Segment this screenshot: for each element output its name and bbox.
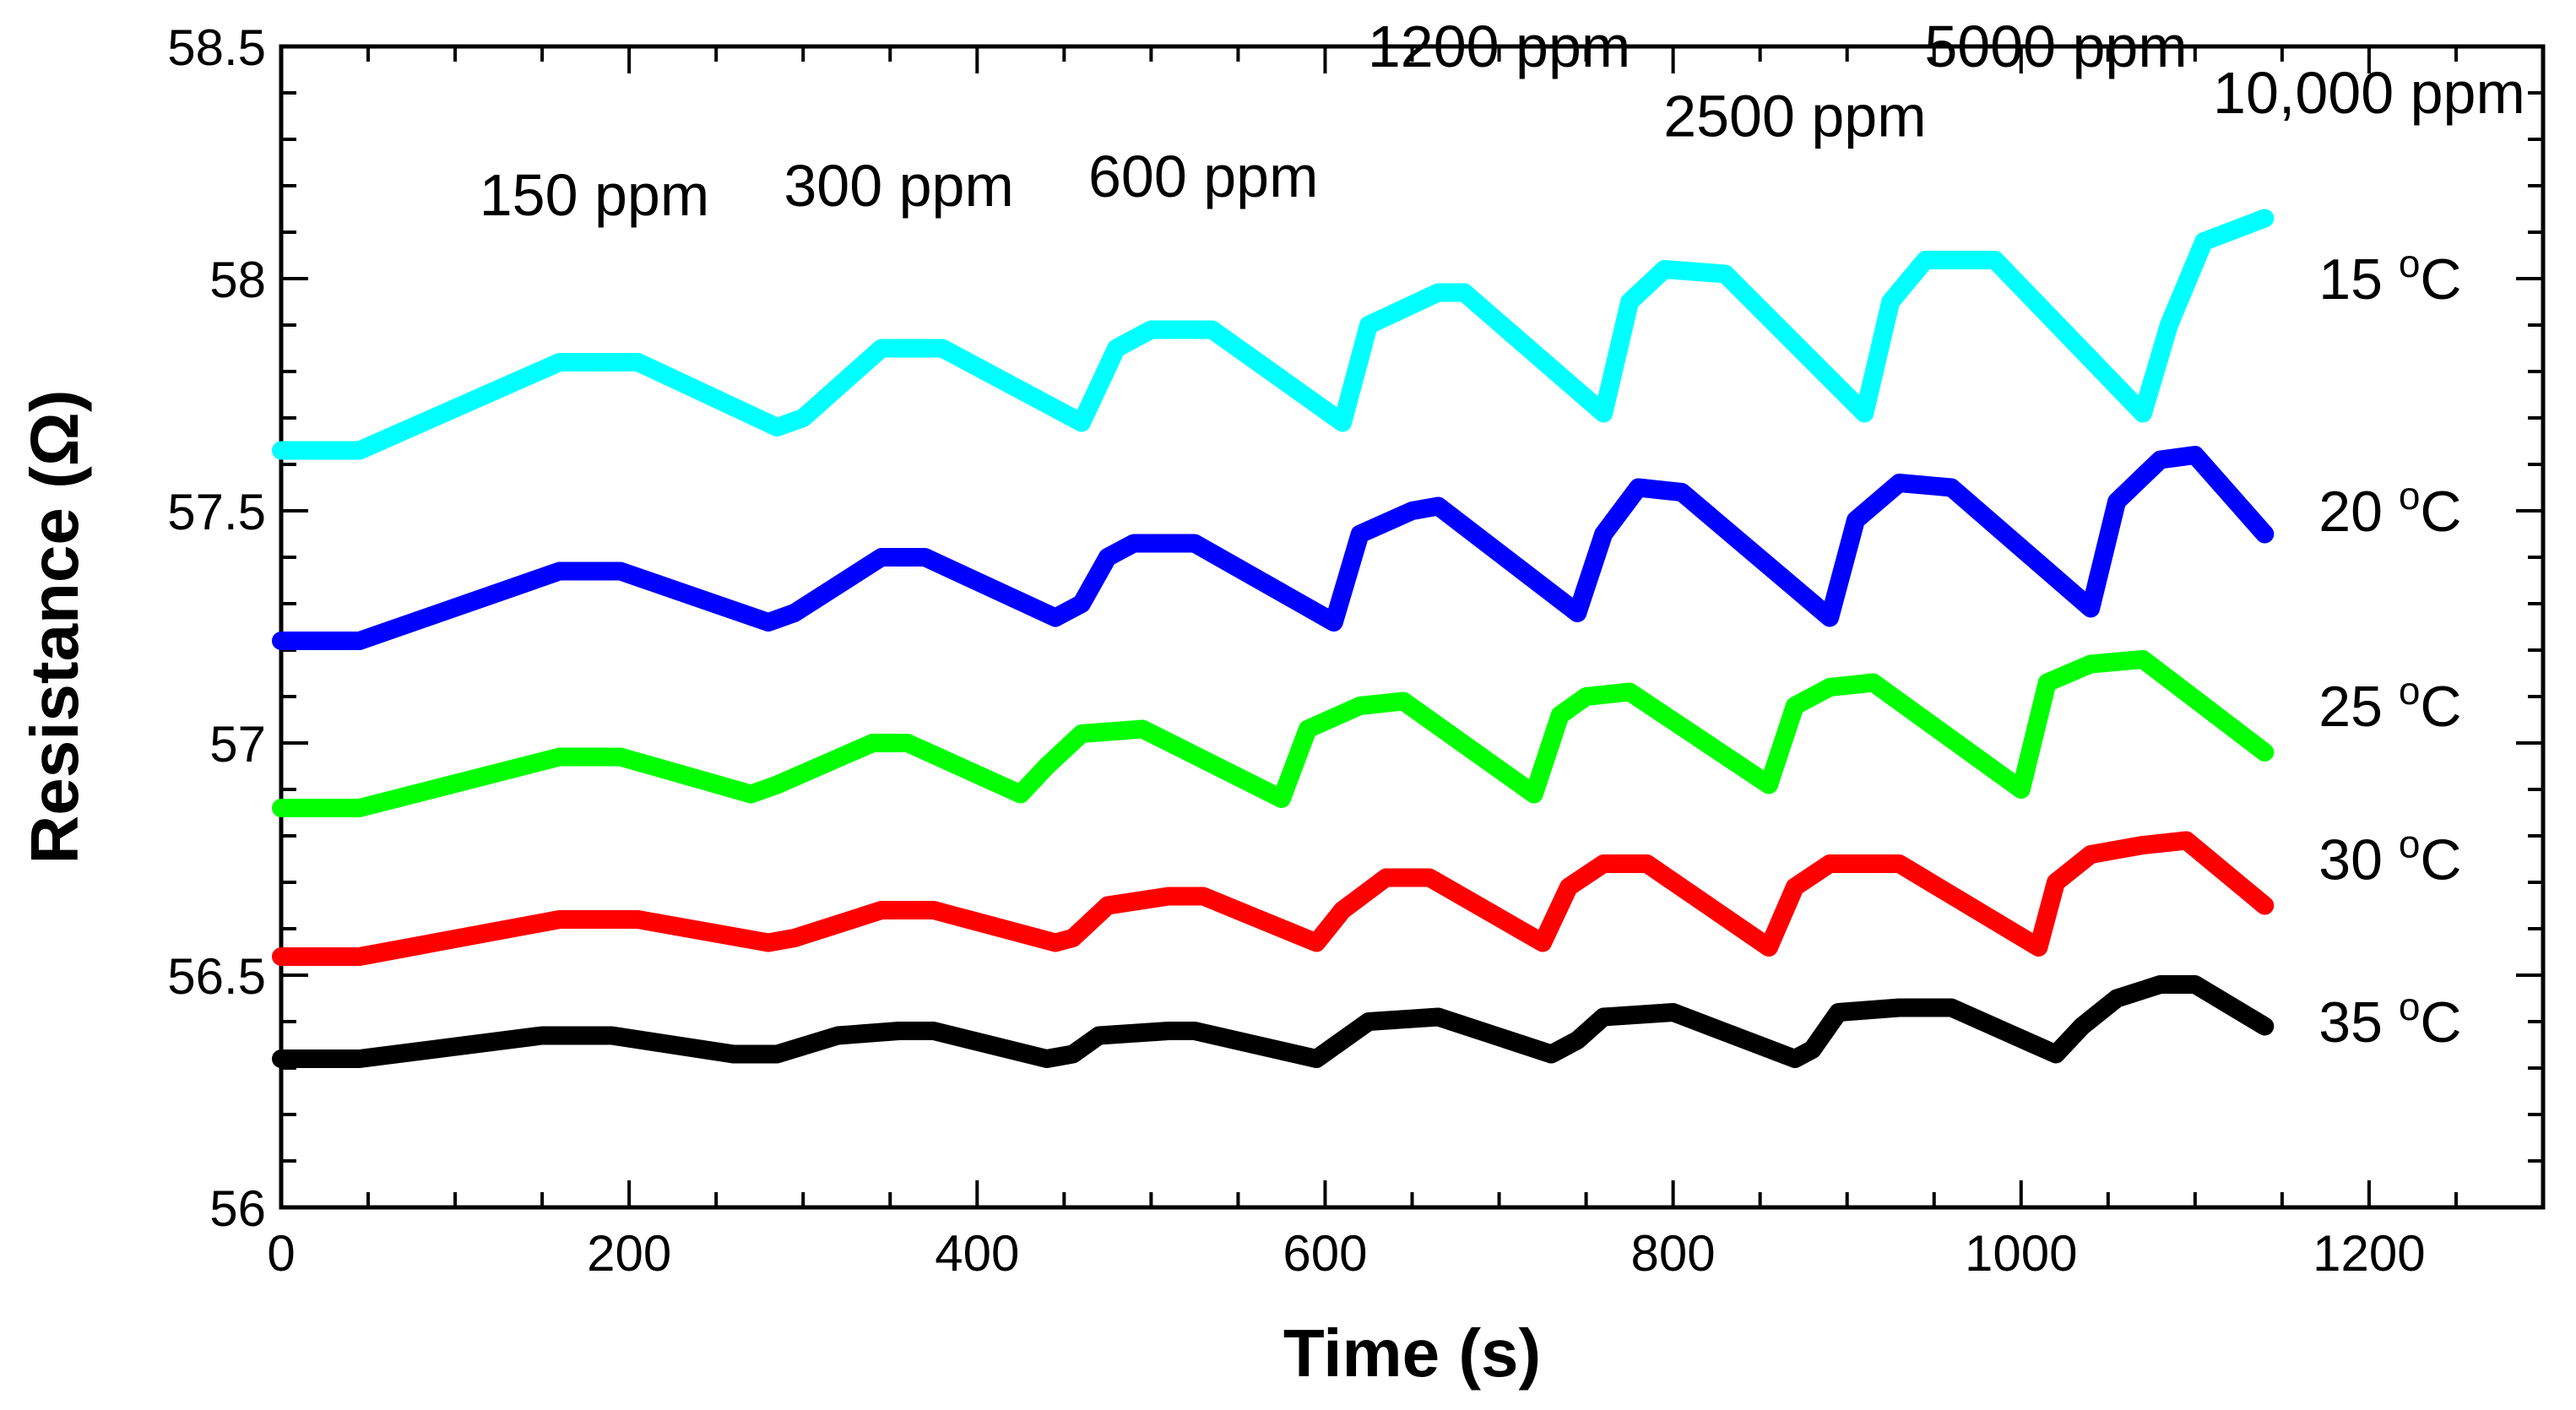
- temperature-unit: C: [2420, 990, 2461, 1055]
- y-tick-labels: 56 56.5 57 57.5 58 58.5: [167, 19, 266, 1237]
- temperature-value: 20: [2318, 480, 2399, 544]
- x-tick-label: 0: [267, 1225, 295, 1282]
- series-layer: [272, 209, 2275, 1068]
- concentration-label: 150 ppm: [480, 162, 709, 228]
- concentration-label: 1200 ppm: [1368, 14, 1630, 79]
- concentration-labels: 150 ppm 300 ppm 600 ppm 1200 ppm 2500 ppm500…: [480, 14, 2525, 228]
- degree-symbol: o: [2399, 669, 2421, 713]
- x-tick-label: 1000: [1965, 1225, 2077, 1282]
- temperature-label: 35 oC: [2318, 984, 2461, 1055]
- temperature-unit: C: [2420, 675, 2461, 739]
- temperature-label: 30 oC: [2318, 822, 2461, 892]
- degree-symbol: o: [2399, 822, 2421, 866]
- y-tick-label: 57: [209, 716, 266, 773]
- axis-ticks: [279, 45, 2545, 1209]
- temperature-value: 30: [2318, 828, 2399, 892]
- x-axis-title: Time (s): [1283, 1315, 1541, 1391]
- series-line: [272, 209, 2275, 460]
- x-tick-label: 1200: [2313, 1225, 2425, 1282]
- series-line: [272, 650, 2275, 817]
- concentration-label: 5000 ppm: [1924, 14, 2187, 79]
- degree-symbol: o: [2399, 474, 2421, 518]
- temperature-label: 25 oC: [2318, 669, 2461, 739]
- temperature-value: 25: [2318, 675, 2399, 739]
- x-tick-label: 200: [587, 1225, 671, 1282]
- degree-symbol: o: [2399, 241, 2421, 285]
- x-tick-label: 400: [935, 1225, 1019, 1282]
- temperature-label: 15 oC: [2318, 241, 2461, 312]
- y-tick-label: 56: [209, 1180, 266, 1237]
- series-line: [272, 831, 2275, 966]
- series-line: [272, 446, 2275, 650]
- x-tick-label: 600: [1283, 1225, 1367, 1282]
- concentration-label: 2500 ppm: [1663, 84, 1926, 149]
- x-tick-label: 800: [1631, 1225, 1716, 1282]
- concentration-label: 600 ppm: [1088, 144, 1318, 209]
- degree-symbol: o: [2399, 984, 2421, 1028]
- series-line: [272, 975, 2275, 1068]
- temperature-label: 20 oC: [2318, 474, 2461, 544]
- x-tick-labels: 0 200 400 600 800 1000 1200: [267, 1225, 2425, 1282]
- concentration-label: 300 ppm: [784, 153, 1013, 219]
- temperature-unit: C: [2420, 247, 2461, 312]
- temperature-unit: C: [2420, 828, 2461, 892]
- temperature-value: 15: [2318, 247, 2399, 312]
- y-axis-title: Resistance (Ω): [17, 389, 92, 864]
- temperature-unit: C: [2420, 480, 2461, 544]
- temperature-value: 35: [2318, 990, 2399, 1055]
- y-tick-label: 58: [209, 252, 266, 308]
- concentration-label: 10,000 ppm: [2213, 60, 2525, 126]
- y-tick-label: 57.5: [167, 484, 266, 540]
- y-tick-label: 56.5: [167, 948, 266, 1005]
- y-tick-label: 58.5: [167, 19, 266, 76]
